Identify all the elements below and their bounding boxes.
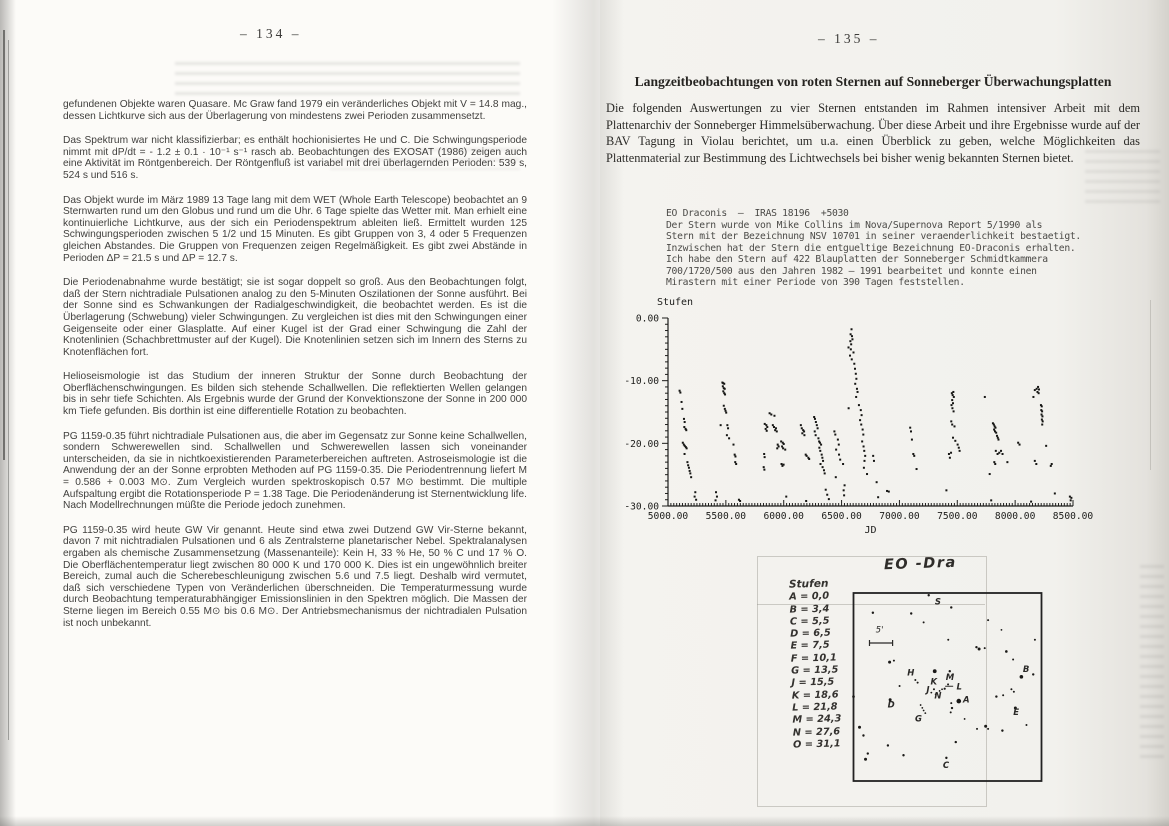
- eo-draconis-line: Stern mit der Bezeichnung NSV 10701 in s…: [666, 231, 1081, 242]
- svg-text:-30.00: -30.00: [625, 502, 659, 513]
- paragraph: Helioseismologie ist das Studium der inn…: [63, 371, 527, 418]
- svg-text:A: A: [962, 695, 970, 705]
- svg-text:6500.00: 6500.00: [821, 511, 862, 522]
- bleed-through-text: [1085, 150, 1160, 210]
- bleed-through-frame-line: [757, 604, 985, 605]
- eo-draconis-line: Inzwischen hat der Stern die entgueltige…: [666, 242, 1076, 254]
- eo-draconis-line: Mirastern mit einer Periode von 390 Tage…: [666, 277, 965, 288]
- paragraph: Das Spektrum war nicht klassifizierbar; …: [63, 135, 527, 181]
- eo-draconis-line: Ich habe den Stern auf 422 Blauplatten d…: [666, 254, 1048, 265]
- eo-draconis-lines: Der Stern wurde von Mike Collins im Nova…: [666, 220, 1081, 289]
- page-number-right: – 135 –: [818, 31, 880, 46]
- bleed-through-grid: [1150, 300, 1151, 470]
- scan-edge-bottom: [0, 816, 1169, 826]
- scan-edge-artifact: [3, 30, 5, 460]
- svg-text:H: H: [907, 668, 914, 678]
- paragraph: PG 1159-0.35 wird heute GW Vir genannt. …: [63, 524, 527, 629]
- bleed-through-frame: [757, 556, 987, 807]
- eo-draconis-heading: EO Draconis – IRAS 18196 +5030: [666, 208, 849, 219]
- svg-text:7000.00: 7000.00: [879, 511, 920, 522]
- legend-entry: M = 24,3: [792, 713, 842, 726]
- svg-text:5500.00: 5500.00: [706, 511, 747, 522]
- page-134: [0, 0, 600, 826]
- svg-text:Stufen: Stufen: [657, 297, 693, 308]
- bleed-through-text: [175, 62, 520, 98]
- left-page-paragraphs: gefundenen Objekte waren Quasare. Mc Gra…: [63, 99, 527, 642]
- svg-text:B: B: [1023, 665, 1029, 675]
- svg-text:J: J: [924, 685, 929, 695]
- svg-text:D: D: [888, 700, 895, 710]
- legend-rows: A = 0,0 B = 3,4 C = 5,5 D = 6,5 E = 7,5 F = 1…: [789, 591, 842, 752]
- legend-title: Stufen: [788, 577, 829, 591]
- scan-edge-artifact: [8, 40, 9, 740]
- svg-text:C: C: [943, 761, 950, 771]
- svg-text:0.00: 0.00: [636, 314, 659, 325]
- eo-draconis-line: 700/1720/500 aus den Jahren 1982 – 1991 …: [666, 265, 1037, 277]
- eo-draconis-section: EO Draconis – IRAS 18196 +5030 Der Stern…: [666, 208, 1081, 289]
- svg-text:K: K: [930, 678, 938, 688]
- svg-text:5': 5': [876, 625, 884, 635]
- svg-text:M: M: [946, 673, 955, 683]
- eo-draconis-line: Der Stern wurde von Mike Collins im Nova…: [666, 219, 1043, 231]
- page-135: [600, 0, 1169, 826]
- svg-text:8500.00: 8500.00: [1053, 511, 1094, 522]
- svg-text:S: S: [935, 598, 941, 608]
- bleed-through-text: [330, 148, 520, 170]
- finder-chart-sketch: 5' S B D E A H K ML NJ G C: [852, 592, 1043, 782]
- svg-text:L: L: [956, 682, 961, 692]
- legend-entry: O = 31,1: [792, 738, 841, 751]
- bleed-through-handwriting: [1140, 565, 1164, 765]
- legend-entry: N = 27,6: [792, 725, 841, 739]
- svg-text:7500.00: 7500.00: [937, 511, 978, 522]
- paragraph: PG 1159-0.35 führt nichtradiale Pulsatio…: [63, 430, 527, 512]
- finder-chart-title: EO -Dra: [883, 554, 958, 574]
- finder-chart-legend: Stufen A = 0,0 B = 3,4 C = 5,5 D = 6,5 E = 7…: [789, 577, 842, 751]
- book-gutter-shadow: [552, 0, 624, 826]
- svg-text:6000.00: 6000.00: [763, 511, 804, 522]
- paragraph: Das Objekt wurde im März 1989 13 Tage la…: [63, 194, 527, 264]
- legend-entry: J = 15,5: [791, 676, 835, 690]
- svg-text:-10.00: -10.00: [625, 376, 659, 387]
- svg-text:N: N: [934, 691, 941, 701]
- article-title: Langzeitbeobachtungen von roten Sternen …: [634, 74, 1112, 89]
- paragraph: gefundenen Objekte waren Quasare. Mc Gra…: [63, 99, 527, 122]
- paragraph: Die Periodenabnahme wurde bestätigt; sie…: [63, 277, 527, 358]
- article-intro: Die folgenden Auswertungen zu vier Stern…: [606, 101, 1140, 165]
- svg-text:G: G: [915, 715, 922, 725]
- page-number-left: – 134 –: [240, 26, 302, 41]
- svg-text:JD: JD: [864, 525, 876, 536]
- svg-text:8000.00: 8000.00: [995, 511, 1036, 522]
- svg-text:E: E: [1013, 708, 1019, 718]
- svg-text:5000.00: 5000.00: [648, 511, 689, 522]
- svg-text:-20.00: -20.00: [625, 439, 659, 450]
